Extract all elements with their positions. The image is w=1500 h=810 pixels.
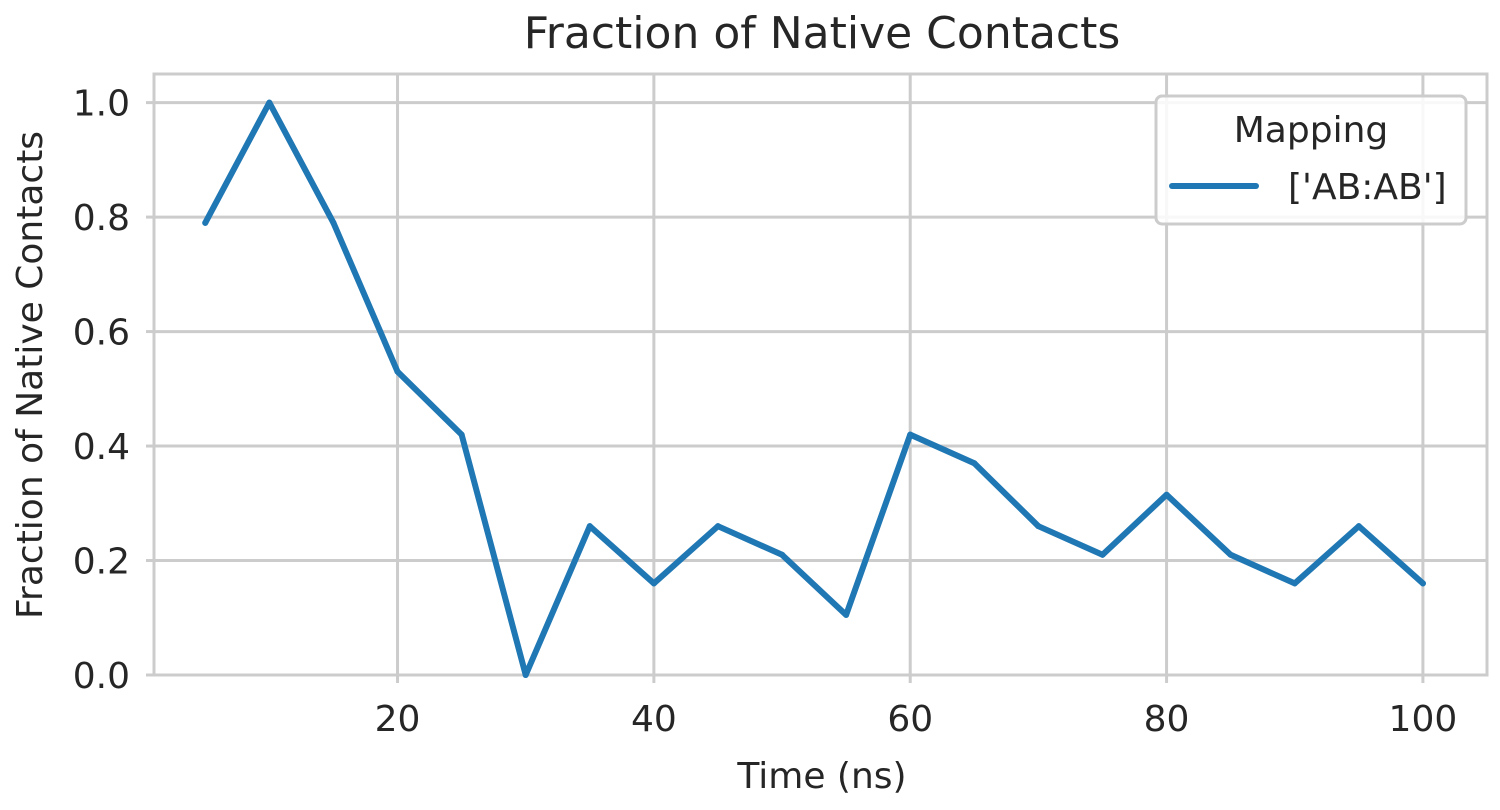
plot-frame xyxy=(152,72,1489,677)
data-point xyxy=(1163,491,1170,498)
data-point xyxy=(202,219,209,226)
y-tick-label: 0.8 xyxy=(73,198,130,239)
data-point xyxy=(650,580,657,587)
x-tick-label: 60 xyxy=(887,699,933,740)
series-layer xyxy=(202,99,1426,678)
legend: Mapping ['AB:AB'] xyxy=(1154,94,1468,226)
y-axis-label: Fraction of Native Contacts xyxy=(10,131,51,619)
y-tick-label: 0.0 xyxy=(73,656,130,697)
data-point xyxy=(266,99,273,106)
legend-box xyxy=(1154,94,1468,226)
data-point xyxy=(1355,523,1362,530)
data-point xyxy=(907,431,914,438)
data-point xyxy=(714,523,721,530)
data-point xyxy=(1419,580,1426,587)
tick-layer: 20 40 60 80 100 0.0 0.2 0.4 0.6 0.8 1.0 xyxy=(73,84,1458,740)
y-tick-label: 0.6 xyxy=(73,313,130,354)
series-line-0 xyxy=(202,99,1426,678)
data-point xyxy=(522,672,529,678)
data-point xyxy=(458,431,465,438)
data-point xyxy=(779,551,786,558)
data-point xyxy=(1099,551,1106,558)
y-tick-label: 0.4 xyxy=(73,427,130,468)
data-point xyxy=(843,611,850,618)
data-point xyxy=(1227,551,1234,558)
legend-label: ['AB:AB'] xyxy=(1288,167,1447,208)
y-tick-label: 1.0 xyxy=(73,84,130,125)
data-point xyxy=(971,460,978,467)
x-tick-label: 100 xyxy=(1389,699,1458,740)
x-axis-label: Time (ns) xyxy=(736,756,906,797)
x-tick-label: 20 xyxy=(375,699,421,740)
data-point xyxy=(1035,523,1042,530)
data-point xyxy=(394,368,401,375)
chart-title: Fraction of Native Contacts xyxy=(524,8,1121,59)
y-tick-label: 0.2 xyxy=(73,542,130,583)
data-point xyxy=(330,219,337,226)
x-tick-label: 40 xyxy=(631,699,677,740)
data-point xyxy=(586,523,593,530)
data-point xyxy=(1291,580,1298,587)
x-tick-label: 80 xyxy=(1144,699,1190,740)
legend-title: Mapping xyxy=(1234,110,1389,151)
